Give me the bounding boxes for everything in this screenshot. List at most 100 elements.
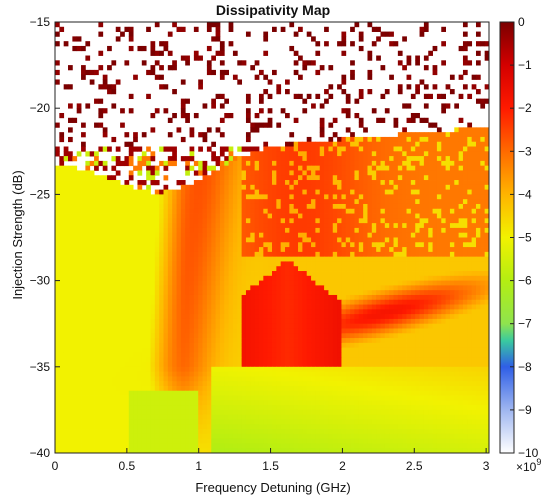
heatmap-cell: [254, 232, 260, 238]
heatmap-cell: [258, 290, 264, 296]
heatmap-cell: [380, 333, 386, 339]
heatmap-cell: [423, 333, 429, 339]
heatmap-cell: [81, 170, 86, 176]
heatmap-cell: [454, 175, 460, 181]
heatmap-cell: [107, 180, 112, 186]
heatmap-cell: [441, 247, 446, 253]
heatmap-cell: [163, 352, 169, 358]
heatmap-cell: [267, 347, 273, 353]
heatmap-cell: [215, 304, 221, 310]
heatmap-cell: [371, 189, 377, 195]
heatmap-cell: [219, 294, 225, 301]
heatmap-cell: [293, 184, 299, 191]
heatmap-cell: [133, 146, 138, 152]
heatmap-cell: [115, 275, 121, 281]
heatmap-cell: [146, 160, 151, 167]
heatmap-cell: [449, 146, 455, 152]
heatmap-cell: [332, 208, 338, 214]
heatmap-cell: [298, 290, 303, 296]
heatmap-cell: [89, 357, 95, 363]
heatmap-cell: [59, 314, 65, 320]
heatmap-cell: [367, 304, 373, 310]
heatmap-cell: [115, 232, 121, 238]
heatmap-cell: [107, 352, 112, 358]
heatmap-cell: [232, 237, 238, 243]
heatmap-cell: [68, 280, 73, 286]
heatmap-cell: [410, 251, 416, 258]
heatmap-cell: [176, 127, 182, 133]
heatmap-cell: [219, 218, 225, 224]
heatmap-cell: [315, 69, 321, 76]
heatmap-cell: [358, 251, 364, 258]
heatmap-cell: [337, 357, 342, 363]
heatmap-cell: [402, 357, 407, 363]
heatmap-cell: [228, 22, 234, 28]
heatmap-cell: [406, 74, 412, 80]
heatmap-cell: [272, 294, 277, 301]
heatmap-cell: [315, 50, 321, 56]
heatmap-cell: [345, 323, 351, 329]
heatmap-cell: [419, 256, 425, 262]
heatmap-cell: [102, 328, 108, 334]
heatmap-cell: [115, 323, 121, 329]
heatmap-cell: [128, 342, 134, 349]
heatmap-cell: [85, 280, 91, 286]
heatmap-cell: [306, 199, 312, 205]
heatmap-cell: [384, 294, 390, 301]
heatmap-cell: [215, 275, 221, 281]
heatmap-cell: [89, 366, 95, 372]
heatmap-cell: [293, 175, 299, 181]
heatmap-cell: [402, 223, 407, 229]
heatmap-cell: [245, 31, 251, 37]
heatmap-cell: [215, 160, 221, 167]
heatmap-cell: [163, 108, 169, 114]
heatmap-cell: [458, 165, 464, 171]
heatmap-cell: [302, 227, 308, 234]
heatmap-cell: [480, 314, 486, 320]
heatmap-cell: [328, 304, 334, 310]
heatmap-cell: [415, 180, 420, 186]
heatmap-cell: [380, 342, 386, 349]
heatmap-cell: [280, 299, 286, 305]
heatmap-cell: [68, 323, 73, 329]
heatmap-cell: [219, 314, 225, 320]
heatmap-cell: [324, 237, 329, 243]
heatmap-cell: [258, 175, 264, 181]
heatmap-cell: [462, 203, 468, 210]
heatmap-cell: [228, 290, 234, 296]
heatmap-cell: [311, 290, 316, 296]
heatmap-cell: [76, 318, 82, 325]
heatmap-cell: [128, 151, 134, 157]
heatmap-cell: [219, 362, 225, 368]
heatmap-cell: [302, 218, 308, 224]
heatmap-cell: [89, 180, 95, 186]
heatmap-cell: [337, 266, 342, 272]
heatmap-cell: [63, 318, 69, 325]
heatmap-cell: [402, 146, 407, 152]
heatmap-cell: [324, 151, 329, 157]
heatmap-cell: [85, 237, 91, 243]
heatmap-cell: [289, 203, 295, 210]
heatmap-cell: [449, 208, 455, 214]
heatmap-cell: [120, 304, 125, 310]
heatmap-cell: [363, 165, 368, 171]
heatmap-cell: [397, 237, 403, 243]
heatmap-cell: [254, 242, 260, 248]
heatmap-cell: [402, 362, 407, 368]
heatmap-cell: [102, 160, 108, 167]
heatmap-cell: [384, 309, 390, 315]
heatmap-cell: [241, 294, 247, 301]
heatmap-cell: [167, 218, 173, 224]
heatmap-cell: [276, 203, 282, 210]
heatmap-cell: [419, 338, 425, 344]
heatmap-cell: [350, 74, 355, 80]
heatmap-cell: [324, 141, 329, 147]
heatmap-cell: [202, 165, 208, 171]
heatmap-cell: [484, 146, 490, 152]
heatmap-cell: [319, 194, 325, 200]
heatmap-cell: [445, 352, 451, 358]
heatmap-cell: [206, 242, 212, 248]
heatmap-cell: [159, 146, 164, 152]
heatmap-cell: [397, 227, 403, 234]
heatmap-cell: [76, 189, 82, 195]
